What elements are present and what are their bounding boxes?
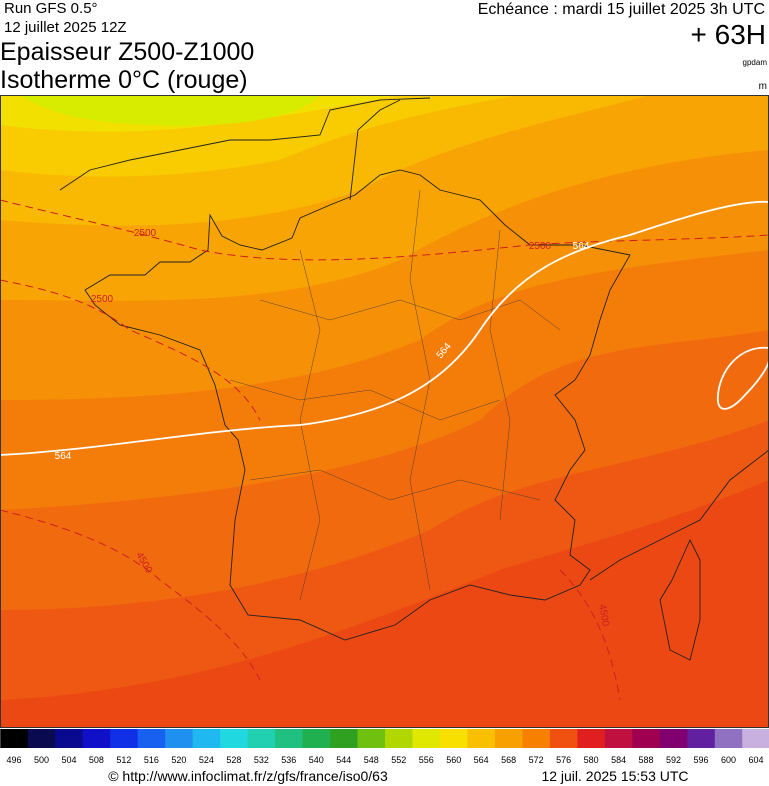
colorbar-tick-label: 592 (666, 755, 681, 765)
color-swatch (220, 729, 249, 748)
band (20, 95, 320, 126)
colorbar-tick-label: 604 (748, 755, 763, 765)
color-swatch (467, 729, 496, 748)
colorbar-tick-label: 524 (199, 755, 214, 765)
color-swatch (549, 729, 578, 748)
color-swatch (247, 729, 276, 748)
contour-label: 2500 (529, 241, 552, 252)
thickness-contours (0, 200, 769, 456)
contour-label: 564 (55, 451, 72, 462)
colorbar-tick-label: 572 (529, 755, 544, 765)
colorbar-tick-label: 496 (6, 755, 21, 765)
color-swatch (275, 729, 304, 748)
colorbar-tick-label: 564 (474, 755, 489, 765)
colorbar-tick-label: 560 (446, 755, 461, 765)
color-swatch (412, 729, 441, 748)
color-swatch (385, 729, 413, 748)
colorbar-tick-label: 536 (281, 755, 296, 765)
forecast-time: Echéance : mardi 15 juillet 2025 3h UTC (478, 1, 765, 18)
colorbar: 496 500 504 508 512 516 520 524 528 532 536 540 544 5… (0, 729, 769, 765)
contour-label: 2500 (134, 228, 157, 239)
colorbar-tick-label: 548 (364, 755, 379, 765)
colorbar-tick-label: 520 (171, 755, 186, 765)
contour-label: 564 (573, 241, 590, 252)
colorbar-tick-label: 544 (336, 755, 351, 765)
colorbar-tick-label: 504 (61, 755, 76, 765)
map: 564 564 564 2500 2500 2500 4500 4500 (0, 95, 769, 728)
colorbar-tick-label: 556 (419, 755, 434, 765)
color-swatch (55, 729, 84, 748)
colorbar-tick-label: 600 (721, 755, 736, 765)
coastlines (59, 97, 769, 661)
color-swatch (165, 729, 194, 748)
color-swatch (357, 729, 386, 748)
color-swatch (632, 729, 661, 748)
contour-label: 2500 (91, 294, 114, 305)
color-swatch (137, 729, 166, 748)
run-label: Run GFS 0.5° (4, 0, 98, 17)
colorbar-tick-label: 576 (556, 755, 571, 765)
colorbar-tick-label: 528 (226, 755, 241, 765)
colorbar-tick-label: 580 (584, 755, 599, 765)
map-subtitle: Isotherme 0°C (rouge) (0, 66, 248, 94)
color-swatch (0, 729, 29, 748)
color-swatch (742, 729, 769, 748)
colorbar-tick-label: 508 (89, 755, 104, 765)
color-swatch (714, 729, 743, 748)
colorbar-tick-label: 516 (144, 755, 159, 765)
color-swatch (110, 729, 139, 748)
colorbar-tick-label: 532 (254, 755, 269, 765)
colorbar-tick-label: 512 (116, 755, 131, 765)
color-swatch (659, 729, 688, 748)
colorbar-tick-label: 596 (694, 755, 709, 765)
color-swatch (82, 729, 111, 748)
colorbar-tick-label: 588 (639, 755, 654, 765)
unit-m: m (759, 81, 767, 92)
borders (229, 189, 561, 601)
contour-label: 4500 (596, 603, 611, 627)
source-url: © http://www.infoclimat.fr/z/gfs/france/… (108, 768, 388, 784)
color-swatch (192, 729, 221, 748)
color-swatch (330, 729, 359, 748)
map-title: Epaisseur Z500-Z1000 (0, 38, 254, 66)
color-swatch (439, 729, 468, 748)
freezing-contours (0, 199, 769, 701)
colorbar-tick-label: 568 (501, 755, 516, 765)
colorbar-tick-label: 552 (391, 755, 406, 765)
color-swatch (577, 729, 606, 748)
color-swatch (27, 729, 56, 748)
run-date: 12 juillet 2025 12Z (4, 19, 127, 36)
colorbar-tick-label: 500 (34, 755, 49, 765)
colorbar-tick-label: 584 (611, 755, 626, 765)
colorbar-tick-label: 540 (309, 755, 324, 765)
lead-time: + 63H (691, 19, 767, 50)
unit-gpdam: gpdam (743, 58, 768, 67)
color-swatch (604, 729, 633, 748)
color-swatch (302, 729, 331, 748)
color-swatch (522, 729, 551, 748)
color-swatch (494, 729, 523, 748)
color-swatch (687, 729, 716, 748)
generated-time: 12 juil. 2025 15:53 UTC (541, 768, 688, 784)
